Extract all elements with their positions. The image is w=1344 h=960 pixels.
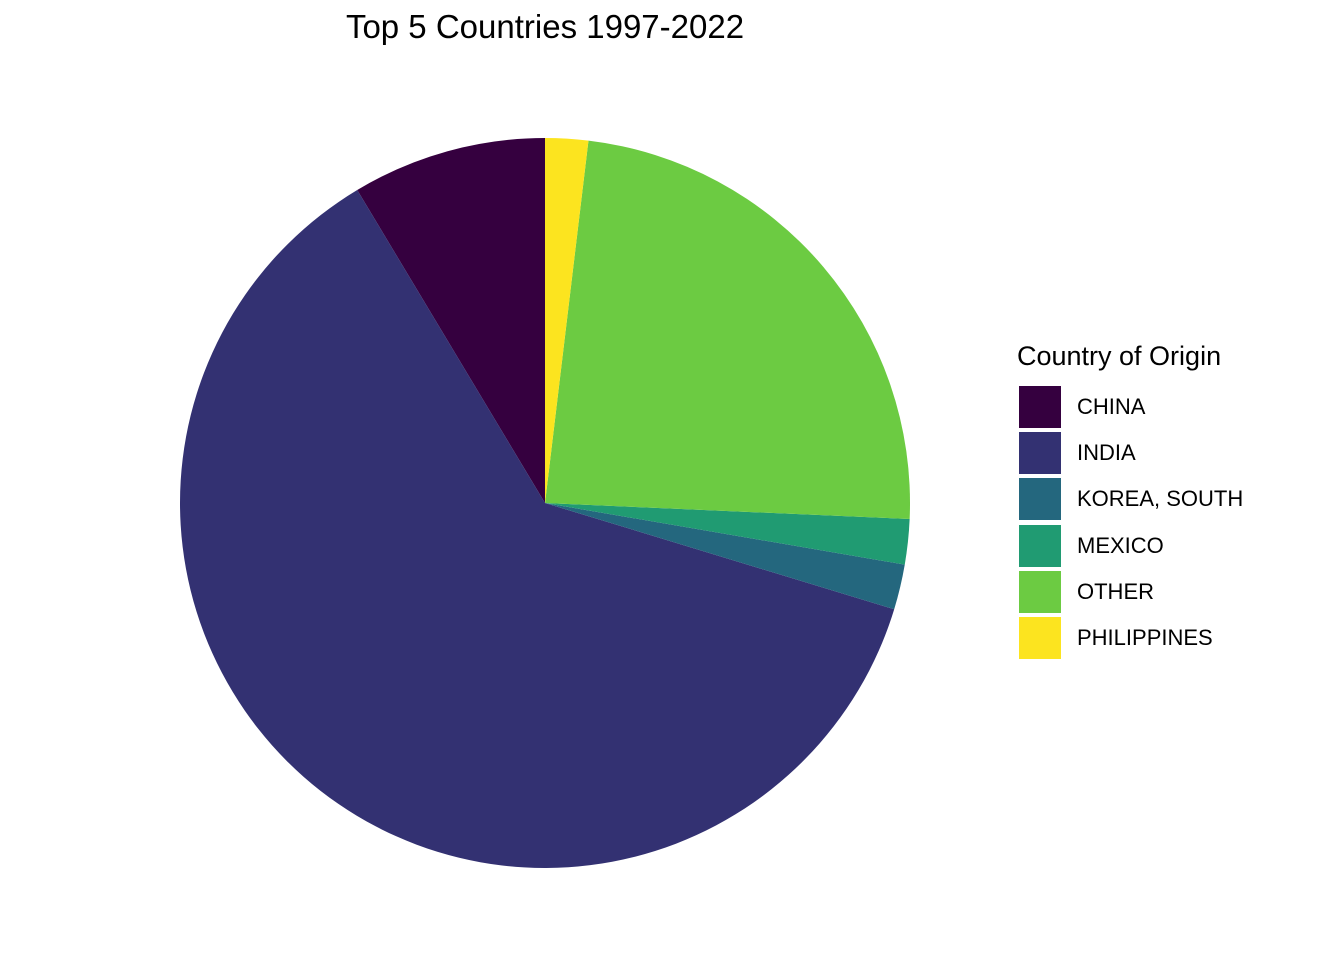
legend-title: Country of Origin <box>1017 341 1222 371</box>
chart-title: Top 5 Countries 1997-2022 <box>345 8 745 45</box>
pie-slice-other <box>545 140 911 520</box>
legend-label: PHILIPPINES <box>1077 625 1213 651</box>
legend-swatch <box>1019 386 1061 429</box>
legend-item: KOREA, SOUTH <box>1017 476 1243 522</box>
legend: Country of Origin CHINA INDIA KOREA, SOU… <box>1017 341 1243 661</box>
legend-swatch <box>1019 617 1061 660</box>
legend-label: INDIA <box>1077 440 1136 466</box>
pie-slice-korea-south <box>545 503 905 610</box>
legend-item: PHILIPPINES <box>1017 615 1243 661</box>
legend-item: MEXICO <box>1017 523 1243 569</box>
pie-slice-mexico <box>545 503 910 565</box>
legend-swatch <box>1019 524 1061 567</box>
pie-slice-philippines <box>545 138 589 503</box>
legend-items: CHINA INDIA KOREA, SOUTH MEXICO OTHER PH… <box>1017 384 1243 661</box>
legend-item: OTHER <box>1017 569 1243 615</box>
legend-swatch <box>1019 432 1061 475</box>
legend-label: OTHER <box>1077 578 1154 604</box>
legend-label: MEXICO <box>1077 532 1164 558</box>
legend-swatch <box>1019 570 1061 613</box>
legend-item: INDIA <box>1017 430 1243 476</box>
legend-swatch <box>1019 478 1061 521</box>
legend-label: KOREA, SOUTH <box>1077 486 1244 512</box>
legend-item: CHINA <box>1017 384 1243 430</box>
pie-slice-china <box>357 137 545 503</box>
legend-label: CHINA <box>1077 394 1146 420</box>
pie-slice-india <box>180 190 895 868</box>
